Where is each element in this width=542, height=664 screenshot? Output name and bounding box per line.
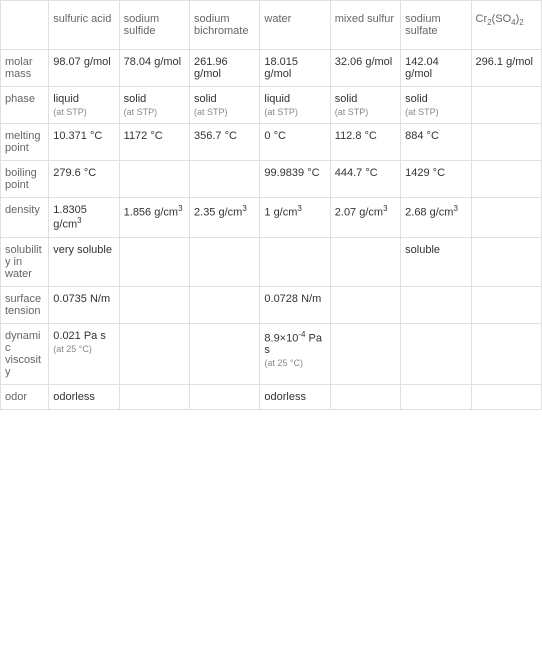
cell (190, 286, 260, 323)
cell (471, 87, 541, 124)
table-row: solubility in watervery soluble soluble (1, 237, 542, 286)
table-row: boiling point279.6 °C 99.9839 °C444.7 °C1… (1, 161, 542, 198)
cell: 279.6 °C (49, 161, 119, 198)
cell: solid(at STP) (190, 87, 260, 124)
cell (401, 323, 471, 384)
col-header-sulfuric-acid: sulfuric acid (49, 1, 119, 50)
cell (119, 161, 189, 198)
col-header-sodium-sulfide: sodium sulfide (119, 1, 189, 50)
cell: 142.04 g/mol (401, 50, 471, 87)
cell (330, 384, 400, 409)
cell (471, 323, 541, 384)
cell: 1 g/cm3 (260, 198, 330, 238)
cell (471, 161, 541, 198)
cell: 1172 °C (119, 124, 189, 161)
cell (119, 237, 189, 286)
cell: odorless (260, 384, 330, 409)
col-header-cr2so42: Cr2(SO4)2 (471, 1, 541, 50)
cell: 1429 °C (401, 161, 471, 198)
cell (401, 286, 471, 323)
table-row: dynamic viscosity0.021 Pa s(at 25 °C) 8.9… (1, 323, 542, 384)
cell: 1.8305 g/cm3 (49, 198, 119, 238)
cell: 18.015 g/mol (260, 50, 330, 87)
cell: liquid(at STP) (260, 87, 330, 124)
cell (190, 384, 260, 409)
row-label: surface tension (1, 286, 49, 323)
cell (471, 124, 541, 161)
cell: 0.021 Pa s(at 25 °C) (49, 323, 119, 384)
cell: very soluble (49, 237, 119, 286)
cell: 2.68 g/cm3 (401, 198, 471, 238)
table-row: molar mass98.07 g/mol78.04 g/mol261.96 g… (1, 50, 542, 87)
properties-table: sulfuric acid sodium sulfide sodium bich… (0, 0, 542, 410)
cell (190, 323, 260, 384)
row-label: odor (1, 384, 49, 409)
row-label: dynamic viscosity (1, 323, 49, 384)
row-label: melting point (1, 124, 49, 161)
cell: 8.9×10-4 Pa s(at 25 °C) (260, 323, 330, 384)
cell (190, 237, 260, 286)
cell: solid(at STP) (330, 87, 400, 124)
cell (330, 237, 400, 286)
col-header-sodium-bichromate: sodium bichromate (190, 1, 260, 50)
col-header-sodium-sulfate: sodium sulfate (401, 1, 471, 50)
cell: 0.0728 N/m (260, 286, 330, 323)
table-row: melting point10.371 °C1172 °C356.7 °C0 °… (1, 124, 542, 161)
cell (190, 161, 260, 198)
cell (330, 286, 400, 323)
table-row: odorodorlessodorless (1, 384, 542, 409)
table-row: surface tension0.0735 N/m 0.0728 N/m (1, 286, 542, 323)
cell (471, 198, 541, 238)
cell (401, 384, 471, 409)
col-header-mixed-sulfur: mixed sulfur (330, 1, 400, 50)
header-row: sulfuric acid sodium sulfide sodium bich… (1, 1, 542, 50)
cell: 444.7 °C (330, 161, 400, 198)
row-label: molar mass (1, 50, 49, 87)
cell: 356.7 °C (190, 124, 260, 161)
cell: 78.04 g/mol (119, 50, 189, 87)
row-label: phase (1, 87, 49, 124)
cell: 32.06 g/mol (330, 50, 400, 87)
cell: odorless (49, 384, 119, 409)
cell (330, 323, 400, 384)
cell: 0.0735 N/m (49, 286, 119, 323)
cell: 0 °C (260, 124, 330, 161)
table-row: phaseliquid(at STP)solid(at STP)solid(at… (1, 87, 542, 124)
cell (260, 237, 330, 286)
cell: 261.96 g/mol (190, 50, 260, 87)
col-header-water: water (260, 1, 330, 50)
cell: 2.35 g/cm3 (190, 198, 260, 238)
row-label: density (1, 198, 49, 238)
cell: 98.07 g/mol (49, 50, 119, 87)
cell: 10.371 °C (49, 124, 119, 161)
row-label: boiling point (1, 161, 49, 198)
cell: 296.1 g/mol (471, 50, 541, 87)
cell (471, 286, 541, 323)
cell: solid(at STP) (401, 87, 471, 124)
row-label: solubility in water (1, 237, 49, 286)
cell: 99.9839 °C (260, 161, 330, 198)
cell: 1.856 g/cm3 (119, 198, 189, 238)
corner-cell (1, 1, 49, 50)
cell: soluble (401, 237, 471, 286)
cell: liquid(at STP) (49, 87, 119, 124)
cell: 2.07 g/cm3 (330, 198, 400, 238)
cell (119, 286, 189, 323)
table-row: density1.8305 g/cm31.856 g/cm32.35 g/cm3… (1, 198, 542, 238)
cell: 112.8 °C (330, 124, 400, 161)
cell: 884 °C (401, 124, 471, 161)
table-body: molar mass98.07 g/mol78.04 g/mol261.96 g… (1, 50, 542, 410)
cell (471, 384, 541, 409)
cell (119, 384, 189, 409)
cell (119, 323, 189, 384)
cell: solid(at STP) (119, 87, 189, 124)
cell (471, 237, 541, 286)
